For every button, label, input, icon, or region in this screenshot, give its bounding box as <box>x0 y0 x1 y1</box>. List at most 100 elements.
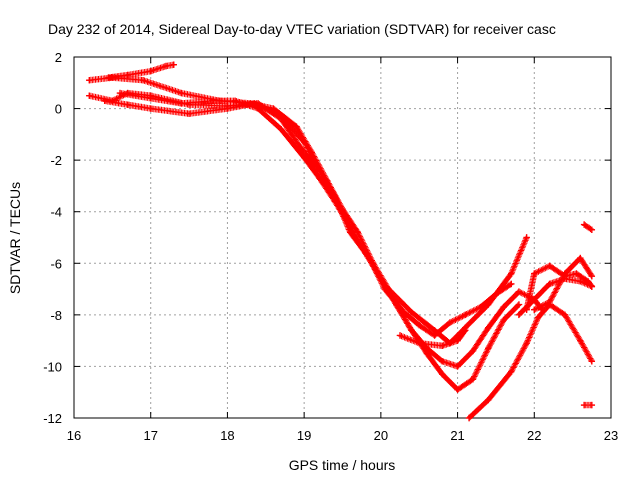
series-marks <box>101 97 523 393</box>
data-point <box>408 327 415 334</box>
series-arc-2 <box>86 74 530 347</box>
data-point <box>588 358 596 365</box>
data-point <box>546 280 553 288</box>
data-point <box>561 311 569 319</box>
data-point <box>588 226 596 233</box>
data-point <box>485 396 492 404</box>
data-point <box>588 272 596 280</box>
data-point <box>147 105 154 112</box>
data-point <box>277 126 285 133</box>
series-arc-10 <box>515 275 596 319</box>
data-point <box>573 270 580 277</box>
data-point <box>254 105 262 112</box>
y-tick-label: -8 <box>50 308 62 323</box>
data-point <box>469 347 477 355</box>
y-tick-label: -12 <box>43 411 62 426</box>
data-point <box>396 332 404 339</box>
data-point <box>485 324 492 331</box>
data-point <box>580 221 588 228</box>
x-tick-label: 16 <box>67 428 81 443</box>
data-point <box>454 386 461 393</box>
series-arc-12 <box>580 401 596 409</box>
data-point <box>515 311 523 319</box>
data-point <box>508 270 515 277</box>
data-point <box>377 275 385 282</box>
plot-frame <box>73 56 612 419</box>
data-point <box>224 105 231 112</box>
data-point <box>109 74 116 81</box>
y-tick-label: 2 <box>55 50 62 65</box>
x-axis-label: GPS time / hours <box>289 457 396 473</box>
data-point <box>515 288 523 295</box>
data-point <box>393 301 400 308</box>
data-point <box>577 278 584 285</box>
data-point <box>331 198 339 205</box>
data-point <box>416 340 423 347</box>
data-point <box>86 92 93 99</box>
data-point <box>277 113 285 120</box>
data-point <box>170 61 177 68</box>
data-point <box>86 77 93 84</box>
y-tick-label: 0 <box>55 102 62 117</box>
x-tick-label: 21 <box>450 428 464 443</box>
data-point <box>178 89 185 97</box>
data-point <box>534 314 542 321</box>
data-point <box>439 358 446 365</box>
data-point <box>508 280 515 288</box>
y-tick-label: -2 <box>50 153 62 168</box>
y-tick-label: -10 <box>43 359 62 374</box>
data-point <box>454 363 461 370</box>
data-point <box>500 316 507 324</box>
series-arc-11 <box>580 221 596 233</box>
data-point <box>546 262 553 270</box>
data-point <box>500 303 507 311</box>
series-arc-6 <box>396 327 469 349</box>
data-point <box>101 97 108 105</box>
data-point <box>485 345 492 352</box>
data-point <box>293 123 300 130</box>
data-point <box>231 97 239 105</box>
y-tick-label: -6 <box>50 256 62 271</box>
data-point <box>362 249 369 257</box>
x-tick-label: 22 <box>527 428 541 443</box>
data-point <box>477 303 484 311</box>
data-point <box>124 101 131 108</box>
data-point <box>439 370 446 378</box>
data-point <box>316 167 323 174</box>
data-point <box>346 223 354 231</box>
y-axis-label: SDTVAR / TECUs <box>7 182 23 294</box>
data-point <box>416 321 423 329</box>
data-point <box>508 368 515 375</box>
series-arc-7 <box>465 301 596 422</box>
data-marks <box>86 61 596 422</box>
data-point <box>462 327 469 334</box>
chart-title: Day 232 of 2014, Sidereal Day-to-day VTE… <box>48 21 556 37</box>
series-marks <box>86 74 530 347</box>
data-point <box>469 376 477 383</box>
data-point <box>431 332 438 339</box>
data-point <box>162 62 170 70</box>
data-point <box>531 306 538 313</box>
data-point <box>185 110 193 117</box>
data-point <box>523 234 530 241</box>
data-point <box>531 270 538 277</box>
x-tick-label: 18 <box>220 428 234 443</box>
x-tick-label: 23 <box>604 428 618 443</box>
data-point <box>462 311 469 319</box>
data-point <box>178 100 185 107</box>
data-point <box>465 414 473 422</box>
series-arc-4 <box>101 97 523 393</box>
data-point <box>492 291 500 298</box>
data-point <box>531 296 538 303</box>
data-point <box>147 67 154 75</box>
data-point <box>523 340 530 347</box>
data-point <box>588 401 596 409</box>
data-point <box>139 77 147 84</box>
x-tick-label: 17 <box>143 428 157 443</box>
data-point <box>147 95 154 102</box>
data-point <box>577 254 584 262</box>
data-point <box>580 401 588 409</box>
data-point <box>208 97 216 105</box>
